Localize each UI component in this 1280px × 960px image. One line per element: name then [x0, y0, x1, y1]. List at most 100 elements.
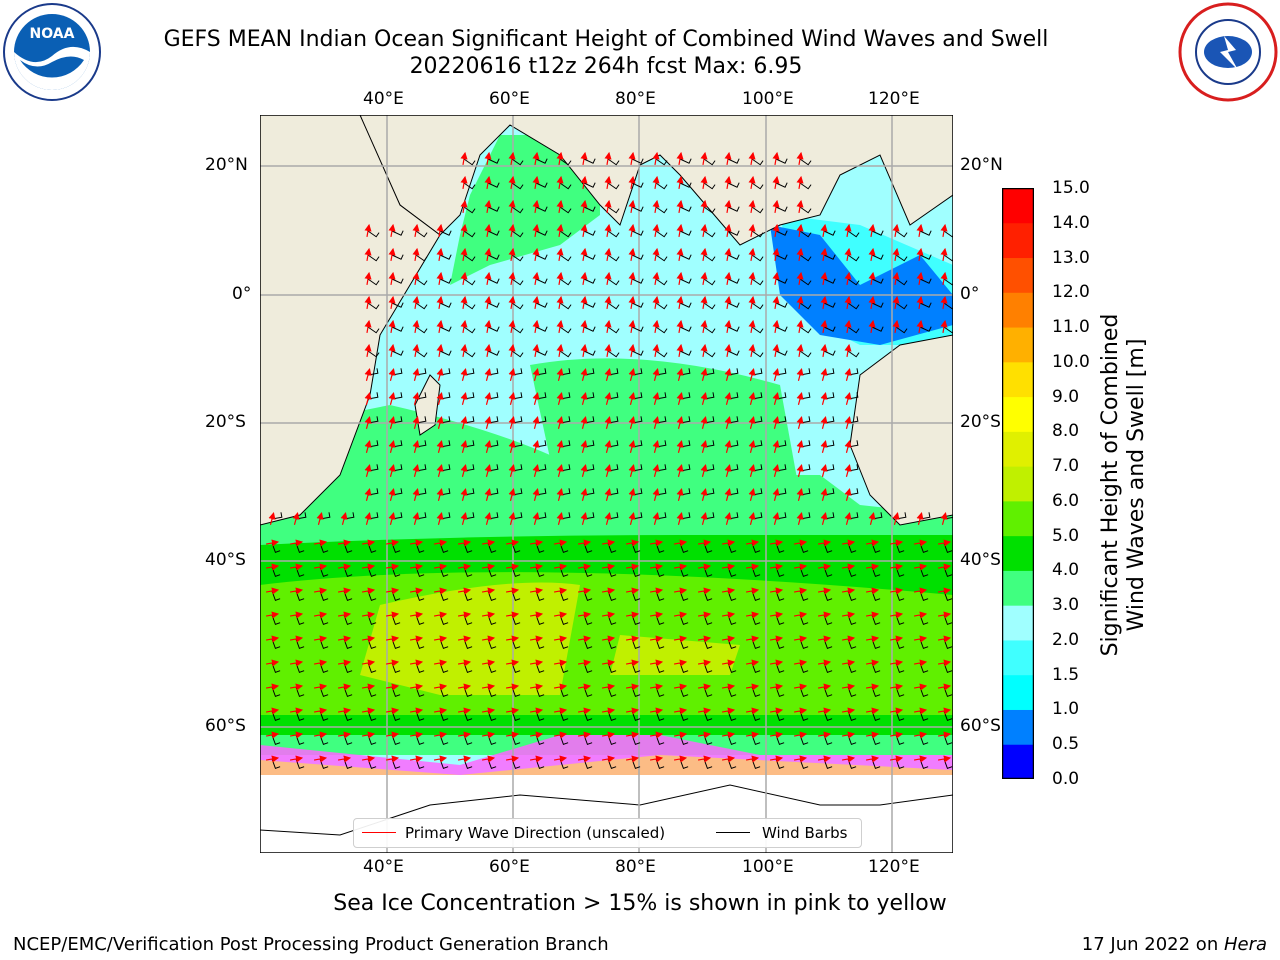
colorbar-tick-label: 7.0: [1052, 456, 1080, 477]
wave-direction-arrow: [481, 659, 496, 667]
wave-direction-arrow: [265, 587, 280, 595]
wave-direction-arrow: [793, 539, 808, 547]
wave-direction-arrow: [892, 319, 900, 334]
wave-direction-arrow: [628, 319, 636, 334]
wind-barb: [823, 302, 836, 308]
wind-barb: [775, 158, 788, 164]
wave-direction-arrow: [508, 295, 516, 310]
wave-direction-arrow: [913, 755, 928, 763]
wave-direction-arrow: [289, 707, 304, 715]
wave-direction-arrow: [916, 319, 924, 334]
wave-direction-arrow: [580, 488, 588, 501]
colorbar-segment: [1002, 709, 1034, 745]
wave-direction-arrow: [265, 755, 280, 763]
wave-direction-arrow: [265, 539, 280, 547]
wave-direction-arrow: [745, 707, 760, 715]
wave-direction-arrow: [580, 271, 588, 286]
wave-direction-arrow: [796, 488, 804, 501]
wave-direction-arrow: [580, 199, 588, 214]
wave-direction-arrow: [628, 223, 636, 238]
wave-direction-arrow: [721, 659, 736, 667]
wind-barb: [559, 326, 572, 334]
wave-direction-arrow: [865, 611, 880, 619]
wave-direction-arrow: [700, 392, 708, 405]
wave-direction-arrow: [580, 416, 588, 429]
wave-direction-arrow: [820, 343, 828, 358]
wave-direction-arrow: [820, 295, 828, 310]
wave-direction-arrow: [748, 151, 756, 166]
wave-direction-arrow: [820, 368, 828, 381]
wave-direction-arrow: [820, 512, 828, 525]
wave-direction-arrow: [460, 392, 468, 405]
wind-barb: [559, 254, 572, 262]
wave-direction-arrow: [841, 659, 856, 667]
wave-direction-arrow: [532, 271, 540, 286]
wind-barb: [727, 182, 740, 188]
wave-direction-arrow: [580, 392, 588, 405]
wave-direction-arrow: [457, 587, 472, 595]
wave-direction-arrow: [460, 199, 468, 214]
wave-direction-arrow: [748, 223, 756, 238]
wind-barb: [391, 230, 404, 236]
wave-direction-arrow: [724, 175, 732, 190]
wind-barb: [679, 302, 692, 308]
wave-direction-arrow: [481, 635, 496, 643]
colorbar-segment: [1002, 466, 1034, 502]
wind-barb: [415, 302, 428, 310]
colorbar-segment: [1002, 327, 1034, 363]
wave-direction-arrow: [601, 563, 616, 571]
wind-barb: [655, 326, 668, 334]
wave-direction-arrow: [697, 611, 712, 619]
wind-barb: [703, 206, 716, 214]
wave-direction-arrow: [841, 683, 856, 691]
wind-barb: [607, 326, 620, 334]
wind-legend-label: Wind Barbs: [762, 824, 848, 842]
wave-direction-arrow: [460, 488, 468, 501]
wave-direction-arrow: [937, 563, 952, 571]
wave-direction-arrow: [793, 587, 808, 595]
wind-barb: [367, 254, 380, 262]
wind-barb: [439, 254, 452, 260]
wave-direction-arrow: [388, 319, 396, 334]
wave-direction-arrow: [484, 175, 492, 190]
wind-barb: [943, 278, 953, 286]
wind-barb: [775, 206, 788, 212]
wave-direction-arrow: [433, 635, 448, 643]
wind-barb: [943, 326, 953, 334]
wave-direction-arrow: [556, 440, 564, 453]
wave-direction-arrow: [625, 707, 640, 715]
wave-direction-arrow: [313, 611, 328, 619]
wave-direction-arrow: [628, 440, 636, 453]
wave-direction-arrow: [484, 392, 492, 405]
wind-barb: [487, 158, 500, 164]
wave-direction-arrow: [649, 659, 664, 667]
wave-direction-arrow: [745, 635, 760, 643]
wave-direction-arrow: [385, 563, 400, 571]
wave-direction-arrow: [889, 587, 904, 595]
wind-barb: [703, 350, 716, 358]
wave-direction-arrow: [289, 587, 304, 595]
wave-direction-arrow: [292, 512, 300, 525]
wave-direction-arrow: [844, 247, 852, 262]
wave-direction-arrow: [625, 635, 640, 643]
wave-direction-arrow: [460, 343, 468, 358]
wind-barb: [775, 182, 788, 188]
wave-direction-arrow: [601, 587, 616, 595]
wind-barb: [583, 254, 596, 260]
wave-direction-arrow: [313, 635, 328, 643]
wave-direction-arrow: [817, 587, 832, 595]
wind-barb: [487, 182, 500, 188]
colorbar-segment: [1002, 535, 1034, 571]
wind-barb: [751, 182, 764, 190]
wave-direction-arrow: [553, 707, 568, 715]
wave-direction-arrow: [676, 416, 684, 429]
wind-barb: [679, 182, 692, 188]
wave-direction-arrow: [772, 488, 780, 501]
wave-direction-arrow: [700, 488, 708, 501]
wave-direction-arrow: [457, 611, 472, 619]
wave-direction-arrow: [412, 392, 420, 405]
wave-direction-arrow: [508, 151, 516, 166]
wind-barb: [823, 278, 836, 284]
wind-barb: [391, 278, 404, 284]
wave-direction-arrow: [937, 755, 952, 763]
